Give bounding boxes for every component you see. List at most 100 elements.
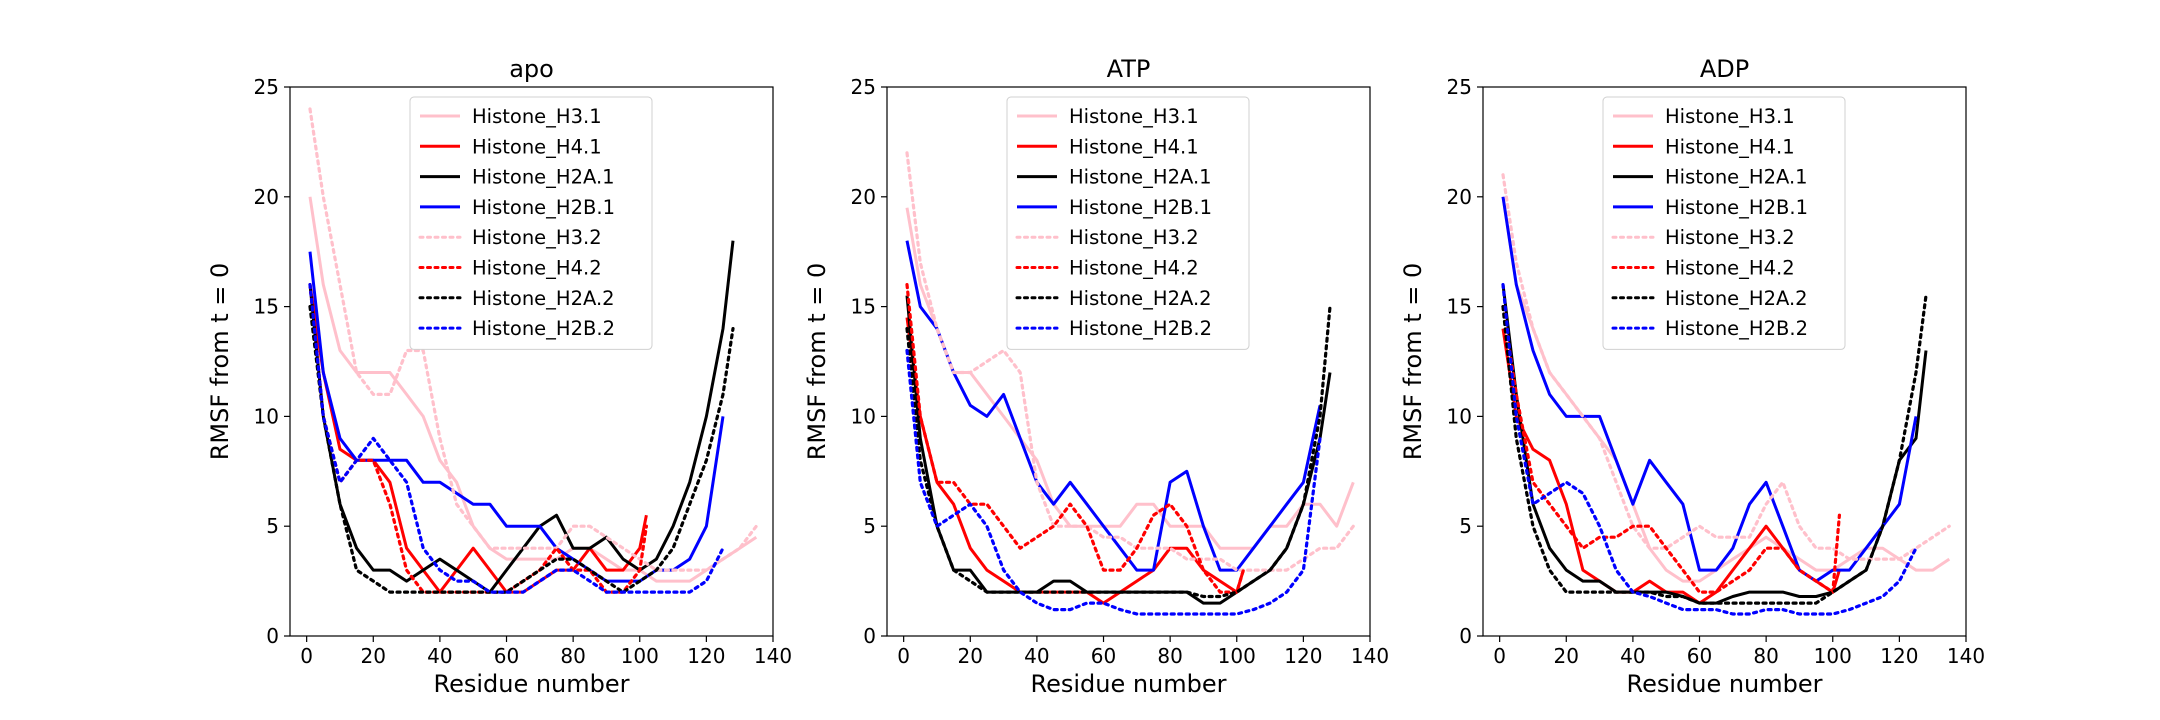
x-tick-label: 120: [687, 644, 725, 668]
legend-label: Histone_H2A.2: [472, 287, 615, 310]
y-tick-label: 20: [851, 185, 876, 209]
series-line-histone-h4-1: [1501, 328, 1841, 605]
legend-box: [1006, 96, 1250, 350]
plot-area: [1501, 173, 1951, 616]
x-tick-label: 60: [494, 644, 519, 668]
chart-panel-apo: apo 0 20 40 60 80 100 120 140 0 5 10 15 20 25 Residue n…: [206, 55, 792, 698]
y-tick-label: 0: [1459, 624, 1472, 648]
x-axis-label: Residue number: [1626, 670, 1822, 698]
y-tick-label: 0: [863, 624, 876, 648]
x-axis-label: Residue number: [1030, 670, 1226, 698]
series-line-histone-h2b-2: [905, 348, 1322, 616]
chart-title: apo: [509, 55, 554, 83]
legend: Histone_H3.1 Histone_H4.1 Histone_H2A.1 His…: [1602, 96, 1846, 350]
legend-label: Histone_H2B.1: [472, 196, 615, 219]
series-line-histone-h3-1: [905, 207, 1355, 550]
y-tick-label: 0: [266, 624, 279, 648]
chart-panel-adp: ADP 0 20 40 60 80 100 120 140 0 5 10 15 20 25 Residue n…: [1399, 55, 1985, 698]
x-tick-label: 80: [1753, 644, 1778, 668]
x-tick-label: 40: [1024, 644, 1049, 668]
y-tick-label: 5: [1459, 514, 1472, 538]
legend-label: Histone_H2A.2: [1665, 287, 1808, 310]
legend-label: Histone_H4.1: [1069, 135, 1199, 158]
legend: Histone_H3.1 Histone_H4.1 Histone_H2A.1 His…: [409, 96, 653, 350]
legend-label: Histone_H3.2: [1665, 226, 1795, 249]
y-axis-label: RMSF from t = 0: [206, 263, 234, 461]
y-tick-label: 25: [1447, 75, 1472, 99]
legend-label: Histone_H2B.2: [1069, 317, 1212, 340]
x-tick-label: 20: [361, 644, 386, 668]
x-tick-label: 100: [1218, 644, 1256, 668]
legend-label: Histone_H3.2: [1069, 226, 1199, 249]
series-line-histone-h4-2: [905, 283, 1246, 594]
series-line-histone-h2b-1: [308, 251, 725, 583]
legend-label: Histone_H4.2: [1665, 257, 1795, 280]
chart-panel-atp: ATP 0 20 40 60 80 100 120 140 0 5 10 15 20 25 Residue n…: [803, 55, 1389, 698]
legend-label: Histone_H4.1: [1665, 135, 1795, 158]
y-axis-label: RMSF from t = 0: [1399, 263, 1427, 461]
legend-label: Histone_H2A.1: [472, 166, 615, 189]
x-tick-label: 80: [1157, 644, 1182, 668]
series-line-histone-h3-2: [1501, 173, 1951, 561]
legend-label: Histone_H4.1: [472, 135, 602, 158]
series-line-histone-h2b-2: [1501, 283, 1918, 616]
chart-title: ATP: [1107, 55, 1151, 83]
legend-label: Histone_H2B.1: [1665, 196, 1808, 219]
series-line-histone-h3-1: [308, 196, 758, 583]
axes-frame: [886, 86, 1371, 637]
x-tick-label: 140: [1947, 644, 1985, 668]
x-tick-label: 60: [1091, 644, 1116, 668]
legend-label: Histone_H3.1: [1665, 105, 1795, 128]
legend: Histone_H3.1 Histone_H4.1 Histone_H2A.1 His…: [1006, 96, 1250, 350]
axes-frame: [289, 86, 774, 637]
x-tick-label: 40: [427, 644, 452, 668]
x-tick-label: 60: [1687, 644, 1712, 668]
y-tick-label: 15: [851, 295, 876, 319]
legend-label: Histone_H3.1: [472, 105, 602, 128]
series-line-histone-h2a-2: [308, 305, 735, 594]
legend-label: Histone_H3.2: [472, 226, 602, 249]
x-tick-label: 120: [1880, 644, 1918, 668]
series-line-histone-h2b-1: [1501, 196, 1918, 583]
y-tick-label: 20: [254, 185, 279, 209]
y-tick-label: 5: [266, 514, 279, 538]
y-tick-label: 10: [851, 404, 876, 428]
legend-label: Histone_H2A.1: [1069, 166, 1212, 189]
legend-label: Histone_H3.1: [1069, 105, 1199, 128]
legend-label: Histone_H2A.1: [1665, 166, 1808, 189]
x-tick-label: 20: [958, 644, 983, 668]
x-tick-label: 80: [560, 644, 585, 668]
series-line-histone-h2a-2: [1501, 294, 1928, 605]
series-line-histone-h2a-2: [905, 305, 1332, 599]
y-tick-label: 10: [254, 404, 279, 428]
x-tick-label: 40: [1620, 644, 1645, 668]
x-tick-label: 100: [621, 644, 659, 668]
x-tick-label: 0: [300, 644, 313, 668]
series-line-histone-h3-2: [905, 151, 1355, 572]
x-tick-label: 140: [754, 644, 792, 668]
legend-label: Histone_H2B.2: [472, 317, 615, 340]
plot-area: [905, 151, 1355, 616]
y-tick-label: 20: [1447, 185, 1472, 209]
x-tick-label: 0: [1493, 644, 1506, 668]
x-tick-label: 140: [1351, 644, 1389, 668]
y-axis-label: RMSF from t = 0: [803, 263, 831, 461]
series-line-histone-h4-2: [1501, 305, 1842, 594]
legend-label: Histone_H4.2: [1069, 257, 1199, 280]
series-line-histone-h3-2: [308, 107, 758, 572]
y-tick-label: 15: [254, 295, 279, 319]
legend-box: [409, 96, 653, 350]
y-tick-label: 5: [863, 514, 876, 538]
chart-title: ADP: [1700, 55, 1749, 83]
axes-frame: [1482, 86, 1967, 637]
x-axis-label: Residue number: [433, 670, 629, 698]
x-tick-label: 0: [897, 644, 910, 668]
x-tick-label: 100: [1814, 644, 1852, 668]
legend-label: Histone_H2B.2: [1665, 317, 1808, 340]
legend-box: [1602, 96, 1846, 350]
series-line-histone-h2b-2: [308, 283, 725, 594]
legend-label: Histone_H2A.2: [1069, 287, 1212, 310]
plot-area: [308, 107, 758, 594]
x-tick-label: 120: [1284, 644, 1322, 668]
